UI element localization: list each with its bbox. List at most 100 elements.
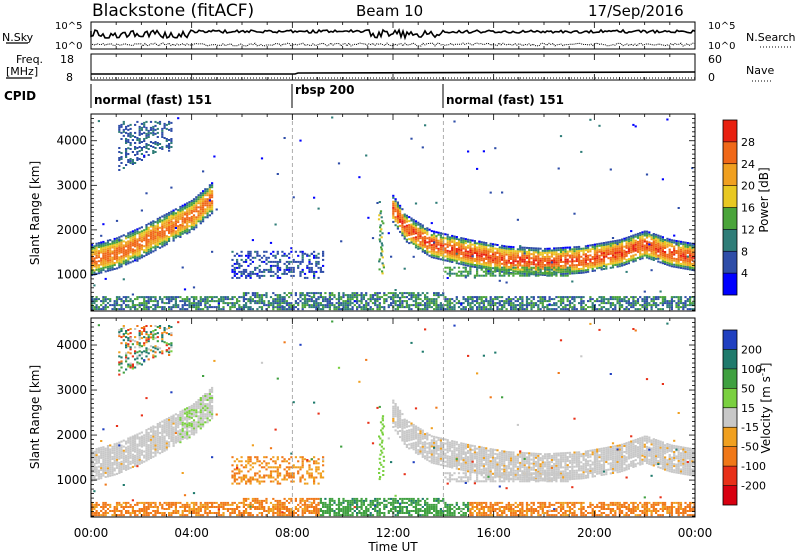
power-cell <box>655 233 658 236</box>
power-cell <box>677 254 680 257</box>
power-colorbar-segment <box>723 207 737 230</box>
power-cell <box>421 300 424 303</box>
power-cell <box>516 262 519 265</box>
power-cell <box>365 308 368 311</box>
power-cell <box>639 296 642 299</box>
power-cell <box>460 243 463 246</box>
power-cell <box>666 239 669 242</box>
power-cell <box>487 256 490 259</box>
power-cell <box>91 298 94 301</box>
power-cell <box>313 296 316 299</box>
power-cell <box>539 273 542 276</box>
power-cell <box>290 266 293 269</box>
power-cell <box>168 224 171 226</box>
power-cell <box>412 304 415 307</box>
power-cell <box>392 204 395 207</box>
power-cell <box>525 250 529 253</box>
power-cell <box>279 304 282 307</box>
power-cell <box>154 120 157 123</box>
power-cell <box>405 224 408 227</box>
power-cell <box>122 130 125 133</box>
power-cell <box>691 244 694 247</box>
power-cell <box>566 304 569 307</box>
power-cell <box>539 308 542 311</box>
power-cell <box>104 252 107 255</box>
power-cell <box>485 298 488 301</box>
power-cell <box>417 304 420 307</box>
power-cell <box>118 151 121 153</box>
power-cell <box>618 253 621 256</box>
velocity-cell <box>111 451 114 454</box>
power-cell <box>109 298 112 301</box>
power-cell <box>471 300 474 303</box>
power-cell <box>494 261 497 264</box>
power-cell <box>480 300 483 303</box>
power-cell <box>670 306 673 309</box>
power-cell <box>378 306 381 309</box>
power-cell <box>553 269 556 272</box>
power-cell <box>689 268 692 271</box>
power-cell <box>621 264 624 267</box>
power-cell <box>405 238 408 241</box>
power-cell <box>578 272 581 274</box>
power-cell <box>118 244 121 247</box>
power-cell <box>679 250 683 253</box>
power-cell <box>265 258 268 261</box>
power-cell <box>231 304 234 307</box>
power-cell <box>489 296 492 299</box>
power-cell <box>555 249 558 252</box>
power-cell <box>455 272 458 275</box>
power-cell <box>451 261 454 263</box>
power-cell <box>410 223 413 226</box>
power-cell <box>448 258 452 261</box>
power-cell <box>220 300 223 303</box>
power-colorbar-segment <box>723 251 737 274</box>
power-cell <box>220 296 223 299</box>
velocity-cell <box>127 447 130 450</box>
power-cell <box>571 266 574 269</box>
power-cell <box>562 272 565 275</box>
power-cell <box>596 257 599 260</box>
power-cell <box>426 300 429 303</box>
power-cell <box>625 296 628 299</box>
power-cell <box>487 252 490 255</box>
power-cell <box>609 168 612 171</box>
power-cell <box>242 260 245 263</box>
power-cell <box>614 244 617 246</box>
power-cell <box>453 247 456 250</box>
power-cell <box>168 149 171 152</box>
power-cell <box>582 267 585 270</box>
power-cell <box>677 264 680 267</box>
power-cell <box>113 304 116 307</box>
power-cell <box>120 249 123 252</box>
power-cell <box>532 304 535 307</box>
power-cell <box>288 262 291 265</box>
power-cell <box>562 268 565 271</box>
power-cell <box>106 239 110 242</box>
power-cell <box>306 292 309 295</box>
velocity-cell <box>93 452 96 455</box>
power-cell <box>494 270 497 273</box>
power-cell <box>611 262 615 265</box>
velocity-cell <box>122 371 125 374</box>
power-cell <box>417 233 420 236</box>
power-cell <box>308 268 311 271</box>
power-cell <box>648 255 651 258</box>
power-cell <box>677 262 680 265</box>
power-cell <box>532 296 535 299</box>
power-cell <box>292 270 295 273</box>
power-cell <box>675 304 678 307</box>
velocity-cell <box>106 463 110 466</box>
power-cell <box>444 233 447 236</box>
power-cell <box>215 306 218 309</box>
power-cell <box>693 249 695 252</box>
power-cell <box>661 240 664 243</box>
power-cell <box>605 308 608 311</box>
power-cell <box>686 300 689 303</box>
power-cell <box>129 127 132 130</box>
power-cell <box>469 308 472 311</box>
power-cell <box>152 146 155 148</box>
power-cell <box>532 261 535 264</box>
power-cell <box>421 244 424 247</box>
power-cell <box>693 243 695 246</box>
